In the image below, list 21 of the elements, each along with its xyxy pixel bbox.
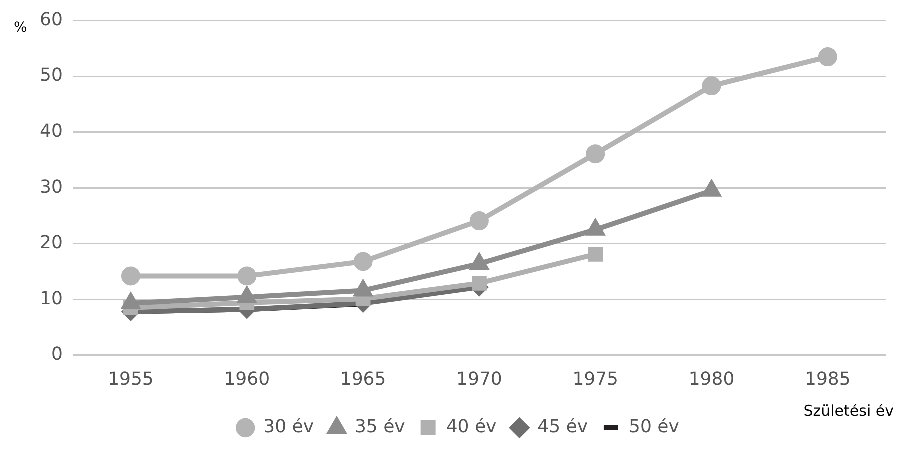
y-tick-label: 20: [40, 232, 63, 254]
x-tick-label: 1970: [456, 368, 502, 390]
x-tick-label: 1985: [805, 368, 851, 390]
x-tick-label: 1955: [108, 368, 154, 390]
x-tick-label: 1965: [340, 368, 386, 390]
x-tick-label: 1960: [224, 368, 270, 390]
legend-label: 40 év: [446, 416, 498, 438]
x-tick-label: 1980: [688, 368, 735, 390]
legend-label: 30 év: [264, 416, 314, 438]
legend-label: 35 év: [354, 416, 406, 438]
y-tick-label: 30: [40, 176, 63, 198]
y-tick-label: 50: [40, 65, 63, 86]
y-tick-label: 60: [40, 9, 63, 30]
y-tick-label: 10: [40, 288, 63, 310]
x-tick-label: 1975: [572, 368, 619, 390]
legend-label: 50 év: [629, 416, 680, 438]
x-axis-title: Születési év: [804, 402, 894, 420]
y-tick-label: 0: [51, 344, 63, 366]
legend-label: 45 év: [538, 416, 588, 438]
y-tick-label: 40: [40, 121, 63, 142]
y-axis-title: %: [14, 20, 28, 36]
